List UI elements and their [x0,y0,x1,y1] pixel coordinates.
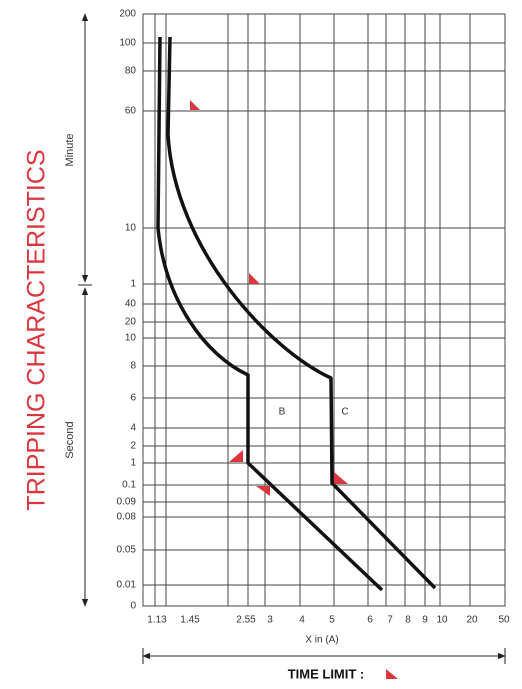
marker [229,450,243,462]
y-tick-label: 40 [125,299,137,310]
chart-title: TRIPPING CHARACTERISTICS [23,149,51,510]
y-tick-label: 2 [130,441,136,452]
footer-label: TIME LIMIT : [288,666,365,681]
marker [334,472,348,484]
y-tick-label: 10 [125,333,137,344]
y-tick-label: 0.05 [117,545,137,556]
y-tick-label: 8 [130,361,136,372]
y-tick-label: 1 [130,279,136,290]
second-label: Second [64,421,76,458]
minute-label: Minute [64,133,76,166]
y-tick-label: 100 [119,38,136,49]
y-tick-label: 1 [130,458,136,469]
x-tick-label: 5 [329,615,335,626]
curve-c [166,36,437,590]
y-tick-label: 10 [125,223,137,234]
x-tick-label: 2.55 [236,615,256,626]
x-tick-label: 8 [405,615,411,626]
x-tick-labels: 1.13 1.45 2.55 3 4 5 6 7 8 9 10 20 50 [147,615,510,626]
vertical-grid [142,13,506,607]
x-tick-label: 20 [466,615,478,626]
y-tick-label: 4 [130,423,136,434]
x-tick-label: 9 [422,615,428,626]
marker [249,273,260,284]
x-tick-label: 7 [387,615,393,626]
x-tick-label: 4 [299,615,305,626]
horizontal-grid [143,13,505,607]
x-tick-label: 1.13 [147,615,167,626]
y-tick-label: 20 [125,317,137,328]
y-tick-label: 80 [125,66,137,77]
y-tick-label: 200 [119,9,136,20]
y-tick-label: 60 [125,106,137,117]
y-tick-label: 0 [130,601,136,612]
y-tick-label: 0.08 [117,512,137,523]
x-tick-label: 3 [267,615,273,626]
curve-label: B [279,407,286,418]
curve-b [156,36,384,592]
y-tick-label: 0.01 [117,580,137,591]
marker [190,100,200,110]
x-tick-label: 6 [367,615,373,626]
y-tick-label: 6 [130,393,136,404]
x-tick-label: 1.45 [180,615,200,626]
y-tick-labels: 200 100 80 60 10 1 40 20 10 8 6 4 2 1 0.1 0.09 0.08 0.05 0… [117,9,137,612]
time-limit-markers [190,100,348,496]
legend-marker [386,669,398,679]
x-tick-label: 50 [498,615,510,626]
marker [256,486,270,496]
y-tick-label: 0.09 [117,497,137,508]
x-axis-label: X in (A) [305,635,338,646]
y-tick-label: 0.1 [122,480,136,491]
curve-label: C [341,407,348,418]
x-tick-label: 10 [436,615,448,626]
